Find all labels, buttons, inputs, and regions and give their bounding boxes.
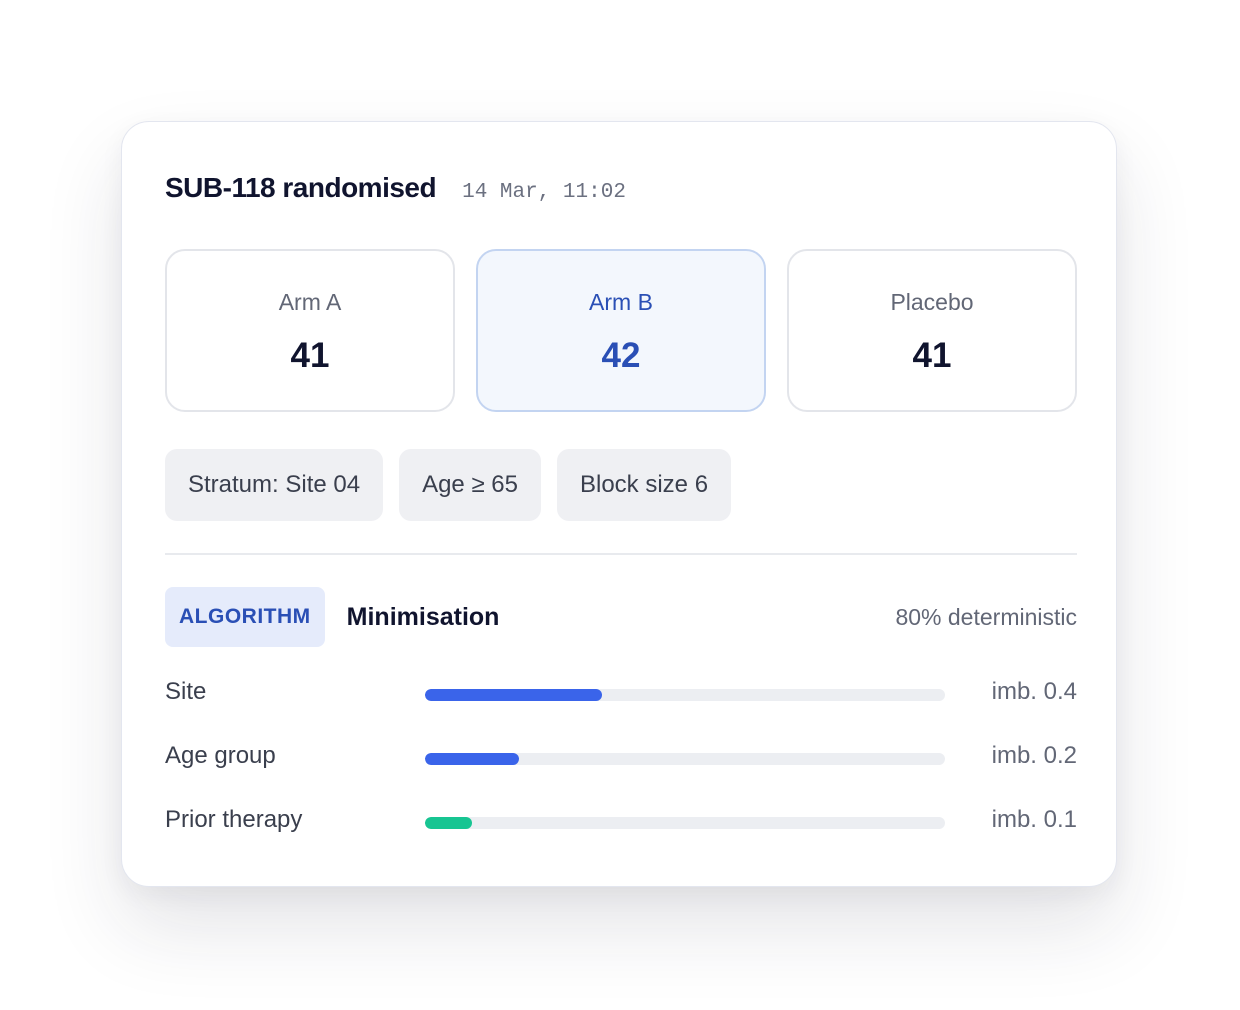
imbalance-bar-fill bbox=[425, 817, 472, 829]
factor-imbalance-value: imb. 0.4 bbox=[991, 678, 1077, 705]
randomisation-card: SUB-118 randomised 14 Mar, 11:02 Arm A 4… bbox=[121, 121, 1117, 887]
arm-label: Arm B bbox=[589, 289, 653, 315]
factor-row-site: Site imb. 0.4 bbox=[165, 663, 1077, 727]
imbalance-factors: Site imb. 0.4 Age group imb. 0.2 Prior t… bbox=[165, 663, 1077, 855]
event-timestamp: 14 Mar, 11:02 bbox=[462, 181, 626, 204]
arm-label: Placebo bbox=[890, 289, 974, 315]
factor-label: Prior therapy bbox=[165, 806, 303, 833]
arm-label: Arm A bbox=[278, 289, 342, 315]
subject-title: SUB-118 randomised bbox=[165, 172, 437, 203]
factor-label: Age group bbox=[165, 742, 276, 769]
imbalance-bar-track bbox=[425, 817, 945, 829]
arm-card-b[interactable]: Arm B 42 bbox=[476, 249, 766, 412]
card-header: SUB-118 randomised 14 Mar, 11:02 bbox=[165, 172, 626, 204]
factor-imbalance-value: imb. 0.1 bbox=[991, 806, 1077, 833]
arm-card-placebo[interactable]: Placebo 41 bbox=[787, 249, 1077, 412]
tag-stratum: Stratum: Site 04 bbox=[165, 449, 384, 521]
arm-card-a[interactable]: Arm A 41 bbox=[165, 249, 455, 412]
imbalance-bar-fill bbox=[425, 689, 602, 701]
imbalance-bar-track bbox=[425, 689, 945, 701]
factor-imbalance-value: imb. 0.2 bbox=[991, 742, 1077, 769]
tag-block-size: Block size 6 bbox=[556, 449, 732, 521]
arm-counts: Arm A 41 Arm B 42 Placebo 41 bbox=[165, 249, 1077, 412]
factor-label: Site bbox=[165, 678, 207, 705]
imbalance-bar-track bbox=[425, 753, 945, 765]
arm-count: 41 bbox=[290, 336, 330, 375]
stratification-tags: Stratum: Site 04 Age ≥ 65 Block size 6 bbox=[165, 449, 747, 521]
tag-age: Age ≥ 65 bbox=[399, 449, 541, 521]
algorithm-name: Minimisation bbox=[346, 602, 500, 631]
arm-count: 41 bbox=[912, 336, 952, 375]
imbalance-bar-fill bbox=[425, 753, 519, 765]
section-divider bbox=[165, 553, 1077, 555]
algorithm-row: ALGORITHM Minimisation 80% deterministic bbox=[165, 587, 1077, 647]
algorithm-determinism: 80% deterministic bbox=[895, 603, 1077, 630]
factor-row-age-group: Age group imb. 0.2 bbox=[165, 727, 1077, 791]
factor-row-prior-therapy: Prior therapy imb. 0.1 bbox=[165, 791, 1077, 855]
algorithm-badge: ALGORITHM bbox=[165, 587, 325, 647]
arm-count: 42 bbox=[601, 336, 641, 375]
